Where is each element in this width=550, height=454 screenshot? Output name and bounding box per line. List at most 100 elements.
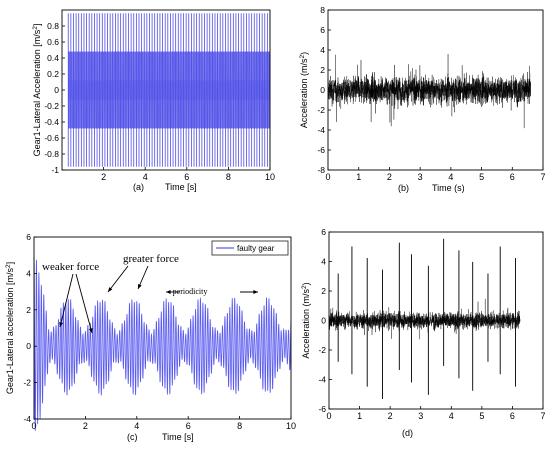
x-tick-label: 6 bbox=[184, 172, 189, 182]
y-tick-label: 4 bbox=[26, 268, 31, 278]
annotation-greater-force: greater force bbox=[123, 253, 179, 265]
panel-c-legend: faulty gear bbox=[211, 240, 289, 256]
x-tick-label: 4 bbox=[448, 172, 453, 182]
y-tick-label: 8 bbox=[320, 5, 325, 15]
x-tick-label: 5 bbox=[479, 411, 484, 421]
panel-c-annotations: weaker force greater force periodicity bbox=[42, 253, 258, 334]
y-tick-label: 0 bbox=[320, 85, 325, 95]
panel-c-signal-trace bbox=[33, 255, 292, 432]
legend-box bbox=[211, 240, 289, 256]
x-tick-label: 1 bbox=[357, 411, 362, 421]
y-tick-label: -0.8 bbox=[44, 149, 59, 159]
annotation-arrowhead bbox=[108, 287, 113, 292]
y-tick-label: -6 bbox=[318, 404, 326, 414]
panel-b-caption: (b) bbox=[398, 183, 409, 193]
panel-a-caption: (a) bbox=[133, 182, 144, 192]
x-tick-label: 0 bbox=[325, 172, 330, 182]
y-tick-label: 0.4 bbox=[47, 53, 59, 63]
panel-a-x-axis-label: Time [s] bbox=[165, 182, 197, 192]
y-tick-label: -1 bbox=[51, 165, 59, 175]
annotation-arrow-line bbox=[107, 265, 129, 293]
panel-c-signal bbox=[33, 255, 292, 432]
y-tick-label: -0.6 bbox=[44, 133, 59, 143]
x-tick-label: 4 bbox=[134, 421, 139, 431]
panel-d-ticks: 0 1 2 3 4 5 6 7 -6 -4 -2 0 2 4 6 bbox=[318, 227, 545, 421]
y-tick-label: 0.6 bbox=[47, 37, 59, 47]
x-tick-label: 10 bbox=[265, 172, 275, 182]
y-tick-label: 2 bbox=[320, 65, 325, 75]
panel-b: 0 1 2 3 4 5 6 7 -8 -6 -4 -2 0 2 4 6 8 Acceleration (m/s2… bbox=[299, 5, 546, 193]
x-tick-label: 2 bbox=[83, 421, 88, 431]
y-tick-label: 0.8 bbox=[47, 21, 59, 31]
y-tick-label: 6 bbox=[26, 232, 31, 242]
panel-c: 0 2 4 6 8 10 -4 -2 0 2 4 6 Gear1-Lateral accelerati… bbox=[5, 232, 296, 442]
x-tick-label: 10 bbox=[286, 421, 296, 431]
y-tick-label: 0.2 bbox=[47, 69, 59, 79]
y-tick-label: -0.4 bbox=[44, 117, 59, 127]
x-tick-label: 2 bbox=[387, 172, 392, 182]
annotation-arrowhead bbox=[253, 290, 258, 294]
panel-b-signal bbox=[327, 54, 531, 129]
panel-a-signal bbox=[67, 13, 271, 167]
panel-d-caption: (d) bbox=[402, 428, 413, 438]
annotation-arrowhead bbox=[138, 284, 142, 289]
x-tick-label: 4 bbox=[449, 411, 454, 421]
annotation-arrow-line bbox=[75, 273, 93, 334]
x-tick-label: 5 bbox=[479, 172, 484, 182]
y-tick-label: 6 bbox=[321, 227, 326, 237]
y-tick-label: -0.2 bbox=[44, 101, 59, 111]
x-tick-label: 3 bbox=[418, 411, 423, 421]
panel-d-signal bbox=[328, 238, 521, 399]
x-tick-label: 7 bbox=[540, 411, 545, 421]
panel-b-y-axis-label: Acceleration (m/s2) bbox=[299, 52, 309, 128]
x-tick-label: 8 bbox=[226, 172, 231, 182]
y-tick-label: -4 bbox=[23, 414, 31, 424]
annotation-arrows bbox=[59, 265, 258, 334]
y-tick-label: 2 bbox=[321, 286, 326, 296]
x-tick-label: 2 bbox=[101, 172, 106, 182]
panel-a-signal-dense bbox=[67, 51, 271, 129]
x-tick-label: 0 bbox=[326, 411, 331, 421]
x-tick-label: 6 bbox=[510, 411, 515, 421]
panel-c-y-axis-label: Gear1-Lateral acceleration [m/s2] bbox=[5, 262, 15, 394]
x-tick-label: 8 bbox=[237, 421, 242, 431]
annotation-arrow-line bbox=[59, 273, 74, 328]
y-tick-label: -6 bbox=[317, 145, 325, 155]
x-tick-label: 1 bbox=[356, 172, 361, 182]
panel-a-ticks: 2 4 6 8 10 -1 -0.8 -0.6 -0.4 -0.2 0 0.2 0.4 0.6 0.8 bbox=[44, 21, 275, 182]
legend-label: faulty gear bbox=[237, 244, 275, 253]
y-tick-label: 4 bbox=[320, 45, 325, 55]
y-tick-label: -2 bbox=[318, 345, 326, 355]
y-tick-label: -2 bbox=[23, 378, 31, 388]
y-tick-label: 0 bbox=[54, 85, 59, 95]
panel-c-ticks: 0 2 4 6 8 10 -4 -2 0 2 4 6 bbox=[23, 232, 296, 431]
x-tick-label: 3 bbox=[418, 172, 423, 182]
panel-d-y-axis-label: Acceleration (m/s2) bbox=[301, 282, 311, 358]
y-tick-label: 6 bbox=[320, 25, 325, 35]
panel-d: 0 1 2 3 4 5 6 7 -6 -4 -2 0 2 4 6 Acceleration (m/s2) (… bbox=[301, 227, 546, 438]
annotation-arrowhead bbox=[166, 290, 171, 294]
annotation-arrowhead bbox=[88, 328, 93, 333]
panel-d-signal-trace bbox=[328, 298, 521, 340]
y-tick-label: 2 bbox=[26, 305, 31, 315]
x-tick-label: 4 bbox=[143, 172, 148, 182]
panel-b-x-axis-label: Time (s) bbox=[432, 183, 465, 193]
y-tick-label: -2 bbox=[317, 105, 325, 115]
y-tick-label: 0 bbox=[321, 316, 326, 326]
y-tick-label: -8 bbox=[317, 165, 325, 175]
x-tick-label: 0 bbox=[31, 421, 36, 431]
panel-b-signal-trace bbox=[327, 54, 531, 129]
panel-a-y-axis-label: Gear1-Lateral Acceleration [m/s2] bbox=[32, 24, 42, 157]
y-tick-label: -4 bbox=[317, 125, 325, 135]
y-tick-label: 0 bbox=[26, 341, 31, 351]
panel-c-x-axis-label: Time [s] bbox=[162, 432, 194, 442]
annotation-arrowhead bbox=[59, 322, 63, 327]
annotation-periodicity: periodicity bbox=[173, 287, 208, 296]
annotation-weaker-force: weaker force bbox=[42, 261, 99, 273]
x-tick-label: 7 bbox=[540, 172, 545, 182]
x-tick-label: 6 bbox=[510, 172, 515, 182]
panel-d-impulses bbox=[337, 238, 516, 399]
panel-b-ticks: 0 1 2 3 4 5 6 7 -8 -6 -4 -2 0 2 4 6 8 bbox=[317, 5, 545, 182]
panel-a: 2 4 6 8 10 -1 -0.8 -0.6 -0.4 -0.2 0 0.2 0.4 0.6 0.8 Ge… bbox=[32, 9, 275, 192]
